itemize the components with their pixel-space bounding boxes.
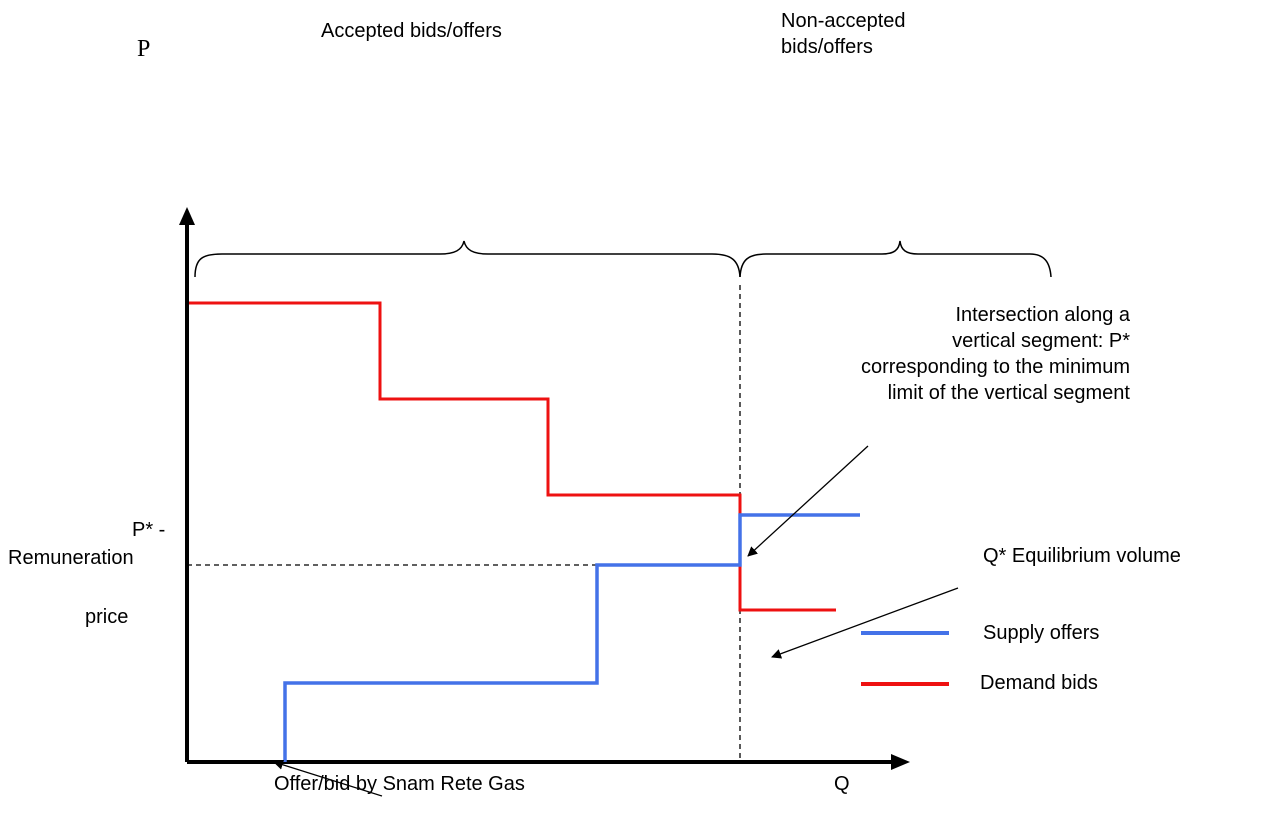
price-label-line3: price bbox=[85, 606, 129, 628]
intersection-annotation: Intersection along a vertical segment: P… bbox=[860, 304, 1130, 404]
y-axis-arrowhead bbox=[179, 207, 195, 225]
snam-annotation: Offer/bid by Snam Rete Gas bbox=[274, 773, 525, 795]
legend-supply-label: Supply offers bbox=[983, 622, 1100, 644]
non-accepted-brace bbox=[739, 240, 1052, 278]
price-label-line1: P* - bbox=[132, 519, 166, 541]
demand-bids-curve bbox=[189, 301, 836, 612]
non-accepted-label: Non-accepted bids/offers bbox=[781, 10, 906, 58]
price-label-line2: Remuneration bbox=[8, 547, 134, 569]
equilibrium-annotation: Q* Equilibrium volume bbox=[983, 545, 1181, 567]
snam-arrow bbox=[273, 759, 383, 797]
x-axis-arrowhead bbox=[891, 754, 910, 770]
accepted-brace bbox=[194, 240, 741, 278]
x-axis-label: Q bbox=[834, 773, 850, 795]
y-axis-label: P bbox=[137, 36, 151, 62]
supply-offers-curve bbox=[283, 513, 860, 762]
legend-demand-label: Demand bids bbox=[980, 672, 1098, 694]
intersection-arrow bbox=[747, 445, 869, 557]
equilibrium-arrow bbox=[771, 587, 959, 659]
accepted-label: Accepted bids/offers bbox=[321, 20, 502, 42]
